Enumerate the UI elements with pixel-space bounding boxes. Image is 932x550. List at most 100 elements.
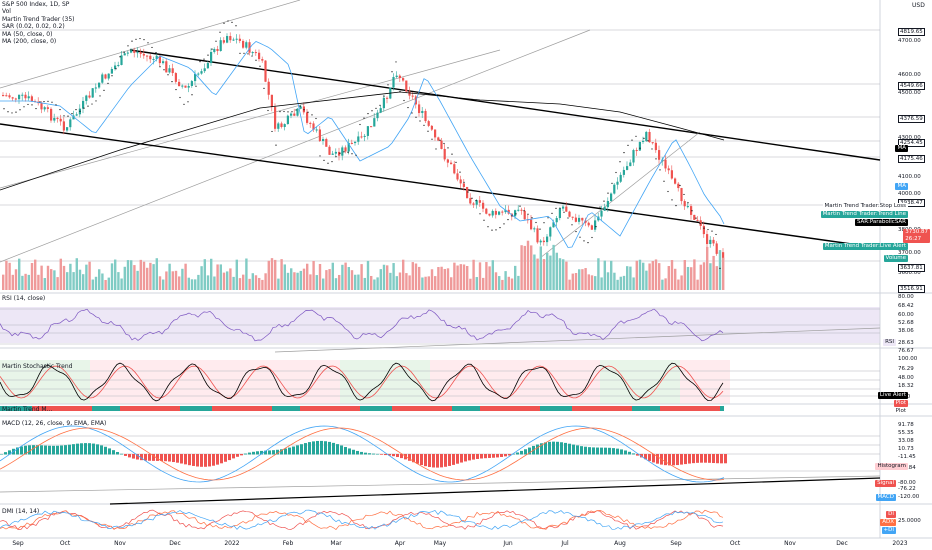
mtm-bar xyxy=(252,406,256,411)
volume-bar xyxy=(638,259,642,290)
candle xyxy=(456,173,459,180)
candle xyxy=(69,119,72,128)
candle xyxy=(277,123,280,129)
candle xyxy=(386,97,389,99)
mtm-bar xyxy=(572,406,576,411)
sar-dot xyxy=(247,53,249,55)
sar-dot xyxy=(507,219,509,221)
dmi-path xyxy=(0,509,724,530)
volume-bar xyxy=(491,260,494,290)
ma-tag: MA xyxy=(895,145,908,152)
macd-hist xyxy=(380,454,383,455)
price-tick: 3600.00 xyxy=(898,270,921,276)
mtm-bar xyxy=(484,406,488,411)
price-tick: 4376.59 xyxy=(898,115,925,123)
volume-bar xyxy=(216,264,219,290)
candle xyxy=(645,131,648,141)
rising-trend-line xyxy=(539,131,701,259)
macd-hist xyxy=(60,445,63,455)
sar-dot xyxy=(511,215,513,217)
mtm-bar xyxy=(476,406,480,411)
candle xyxy=(280,123,283,127)
candle xyxy=(312,123,315,130)
candle xyxy=(488,213,491,216)
time-tick: Oct xyxy=(59,540,71,547)
sar-dot xyxy=(367,113,369,115)
candle xyxy=(325,139,328,147)
mtm-bar xyxy=(256,406,260,411)
mtm-bar xyxy=(680,406,684,411)
mtm-bar xyxy=(52,406,56,411)
price-tick: 3637.81 xyxy=(898,264,925,272)
mtm-bar xyxy=(700,406,704,411)
sar-dot xyxy=(691,210,693,212)
mtm-bar xyxy=(400,406,404,411)
volume-bar xyxy=(478,262,482,290)
macd-hist xyxy=(120,453,123,455)
volume-bar xyxy=(56,277,59,290)
candle xyxy=(53,117,56,121)
candle xyxy=(110,68,113,74)
sar-dot xyxy=(3,108,5,110)
macd-hist xyxy=(364,452,367,455)
sar-dot xyxy=(451,153,453,155)
sar-dot xyxy=(443,142,445,145)
volume-bar xyxy=(571,273,574,290)
volume-bar xyxy=(206,275,210,290)
indicator-tick: 28.63 xyxy=(898,340,914,346)
indicator-tick: 10.73 xyxy=(898,446,914,452)
mtm-bar xyxy=(188,406,192,411)
indicator-tick: 60.00 xyxy=(898,312,914,318)
macd-hist xyxy=(360,451,363,455)
macd-hist xyxy=(148,454,151,461)
lower-downtrend-line xyxy=(0,123,881,249)
candle xyxy=(50,108,53,121)
indicator-tick: 91.78 xyxy=(898,422,914,428)
candle xyxy=(94,87,97,89)
candle xyxy=(14,98,17,100)
sar-dot xyxy=(479,213,481,215)
price-tick: 4819.65 xyxy=(898,28,925,36)
mtm-bar xyxy=(48,406,52,411)
candle xyxy=(107,73,110,79)
sar-dot xyxy=(615,171,617,174)
candle xyxy=(498,211,501,215)
volume-bar xyxy=(421,277,424,290)
price-tick: 3700.00 xyxy=(898,250,921,256)
candle xyxy=(146,55,149,57)
macd-hist xyxy=(696,454,699,463)
volume-bar xyxy=(21,275,24,290)
macd-hist xyxy=(712,454,715,464)
volume-bar xyxy=(350,270,354,290)
macd-hist xyxy=(668,454,671,466)
sar-dot xyxy=(671,199,673,201)
macd-hist xyxy=(440,454,443,468)
volume-bar xyxy=(658,263,661,290)
sar-dot xyxy=(379,104,381,106)
macd-hist xyxy=(436,454,439,468)
sar-dot xyxy=(651,148,653,150)
macd-hist xyxy=(0,454,3,455)
candle xyxy=(328,146,331,155)
candle xyxy=(443,148,446,160)
volume-bar xyxy=(75,258,78,290)
volume-bar xyxy=(366,260,370,290)
mtm-bar xyxy=(56,406,60,411)
indicator-tick: -80.00 xyxy=(898,480,916,486)
macd-hist xyxy=(152,454,155,461)
candle xyxy=(571,216,574,218)
macd-hist xyxy=(400,454,403,459)
macd-hist xyxy=(132,454,135,459)
candle xyxy=(696,219,699,221)
macd-hist xyxy=(656,454,659,464)
candle xyxy=(584,220,587,223)
adx-tag: ADX xyxy=(880,519,896,526)
mtm-bar xyxy=(408,406,412,411)
trendlines[interactable] xyxy=(0,0,881,505)
sar-dot xyxy=(107,82,109,84)
mtm-bar xyxy=(316,406,320,411)
macd-hist xyxy=(68,444,71,455)
mtm-bar xyxy=(464,406,468,411)
macd-hist xyxy=(72,444,75,455)
